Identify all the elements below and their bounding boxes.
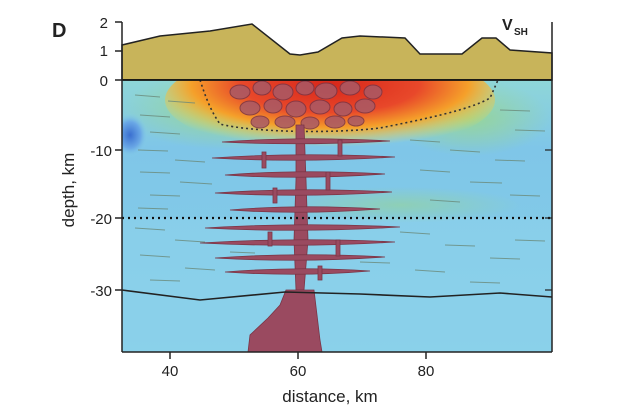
depth-axis-label: depth, km [59,153,78,228]
panel-letter: D [52,20,66,42]
elevation-tick-0: 0 [100,73,108,90]
wave-type-label: V SH [502,17,528,38]
elevation-tick-2: 2 [100,15,108,32]
magma-dike-system [199,124,401,352]
depth-axis: -10 -20 -30 depth, km [59,143,552,300]
wave-label-sub: SH [514,27,528,38]
wave-label-main: V [502,17,513,34]
sill-3 [224,171,386,178]
low-velocity-spot [122,113,148,157]
magma-root [247,289,323,352]
magma-chamber [229,80,383,130]
sill-1 [221,138,391,145]
depth-tick-minus30: -30 [90,283,112,300]
sill-8 [214,254,386,261]
sill-4 [214,189,393,196]
topography-fill [121,23,553,81]
elevation-tick-1: 1 [100,43,108,60]
high-velocity-anomaly [165,80,495,152]
elevation-axis: 2 1 0 [100,15,122,90]
sill-9 [224,268,371,275]
velocity-section [122,80,552,352]
distance-tick-40: 40 [162,363,179,380]
distance-axis: 40 60 80 distance, km [162,352,435,406]
flow-lines [134,94,546,284]
depth-tick-minus10: -10 [90,143,112,160]
distance-tick-80: 80 [418,363,435,380]
topography-profile [121,23,553,81]
lower-crust-zone [122,218,552,352]
sill-6 [204,224,401,231]
sill-7 [199,239,396,246]
moho-boundary [122,289,552,301]
depth-tick-minus20: -20 [90,211,112,228]
sill-5 [229,206,381,213]
green-anomaly-mid [280,187,520,223]
distance-tick-60: 60 [290,363,307,380]
distance-axis-label: distance, km [282,387,377,406]
sill-2 [211,154,396,161]
plot-frame [121,22,553,353]
